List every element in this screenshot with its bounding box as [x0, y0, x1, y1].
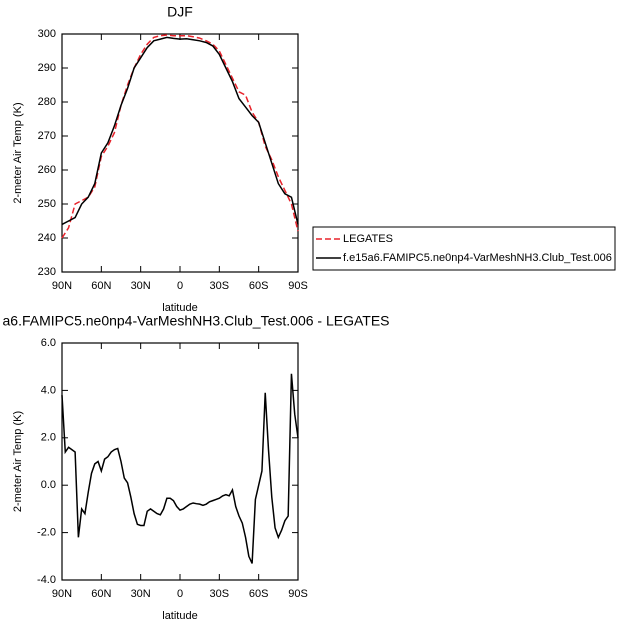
x-tick-label: 90S	[288, 280, 308, 292]
y-axis-label: 2-meter Air Temp (K)	[12, 102, 24, 203]
chart-title: DJF	[167, 4, 193, 20]
series-line	[61, 36, 299, 226]
y-tick-label: 4.0	[41, 384, 56, 396]
x-axis-label: latitude	[162, 610, 197, 622]
legend-label: LEGATES	[343, 233, 393, 245]
y-tick-label: 290	[38, 62, 56, 74]
y-tick-label: 250	[38, 198, 56, 210]
x-tick-label: 90N	[52, 280, 72, 292]
chart-title: a6.FAMIPC5.ne0np4-VarMeshNH3.Club_Test.0…	[3, 313, 390, 329]
x-tick-label: 90S	[288, 588, 308, 600]
x-tick-label: 30S	[210, 280, 230, 292]
x-tick-label: 0	[177, 588, 183, 600]
x-tick-label: 60S	[249, 588, 269, 600]
y-tick-label: 2.0	[41, 432, 56, 444]
x-tick-label: 60N	[91, 588, 111, 600]
x-axis-label: latitude	[162, 302, 197, 314]
legend-label: f.e15a6.FAMIPC5.ne0np4-VarMeshNH3.Club_T…	[343, 252, 612, 264]
x-tick-label: 60N	[91, 280, 111, 292]
x-tick-label: 0	[177, 280, 183, 292]
series-line	[61, 373, 299, 564]
x-tick-label: 30N	[131, 280, 151, 292]
y-tick-label: 0.0	[41, 479, 56, 491]
y-axis-label: 2-meter Air Temp (K)	[12, 411, 24, 512]
plot-frame	[61, 33, 299, 273]
x-tick-label: 30N	[131, 588, 151, 600]
y-tick-label: 300	[38, 28, 56, 40]
x-tick-label: 30S	[210, 588, 230, 600]
x-tick-label: 90N	[52, 588, 72, 600]
y-tick-label: 240	[38, 232, 56, 244]
y-tick-label: 270	[38, 130, 56, 142]
y-tick-label: 280	[38, 96, 56, 108]
y-tick-label: 6.0	[41, 337, 56, 349]
y-tick-label: -4.0	[37, 574, 56, 586]
y-tick-label: -2.0	[37, 527, 56, 539]
legend-box	[312, 226, 616, 271]
x-tick-label: 60S	[249, 280, 269, 292]
y-tick-label: 260	[38, 164, 56, 176]
y-tick-label: 230	[38, 266, 56, 278]
